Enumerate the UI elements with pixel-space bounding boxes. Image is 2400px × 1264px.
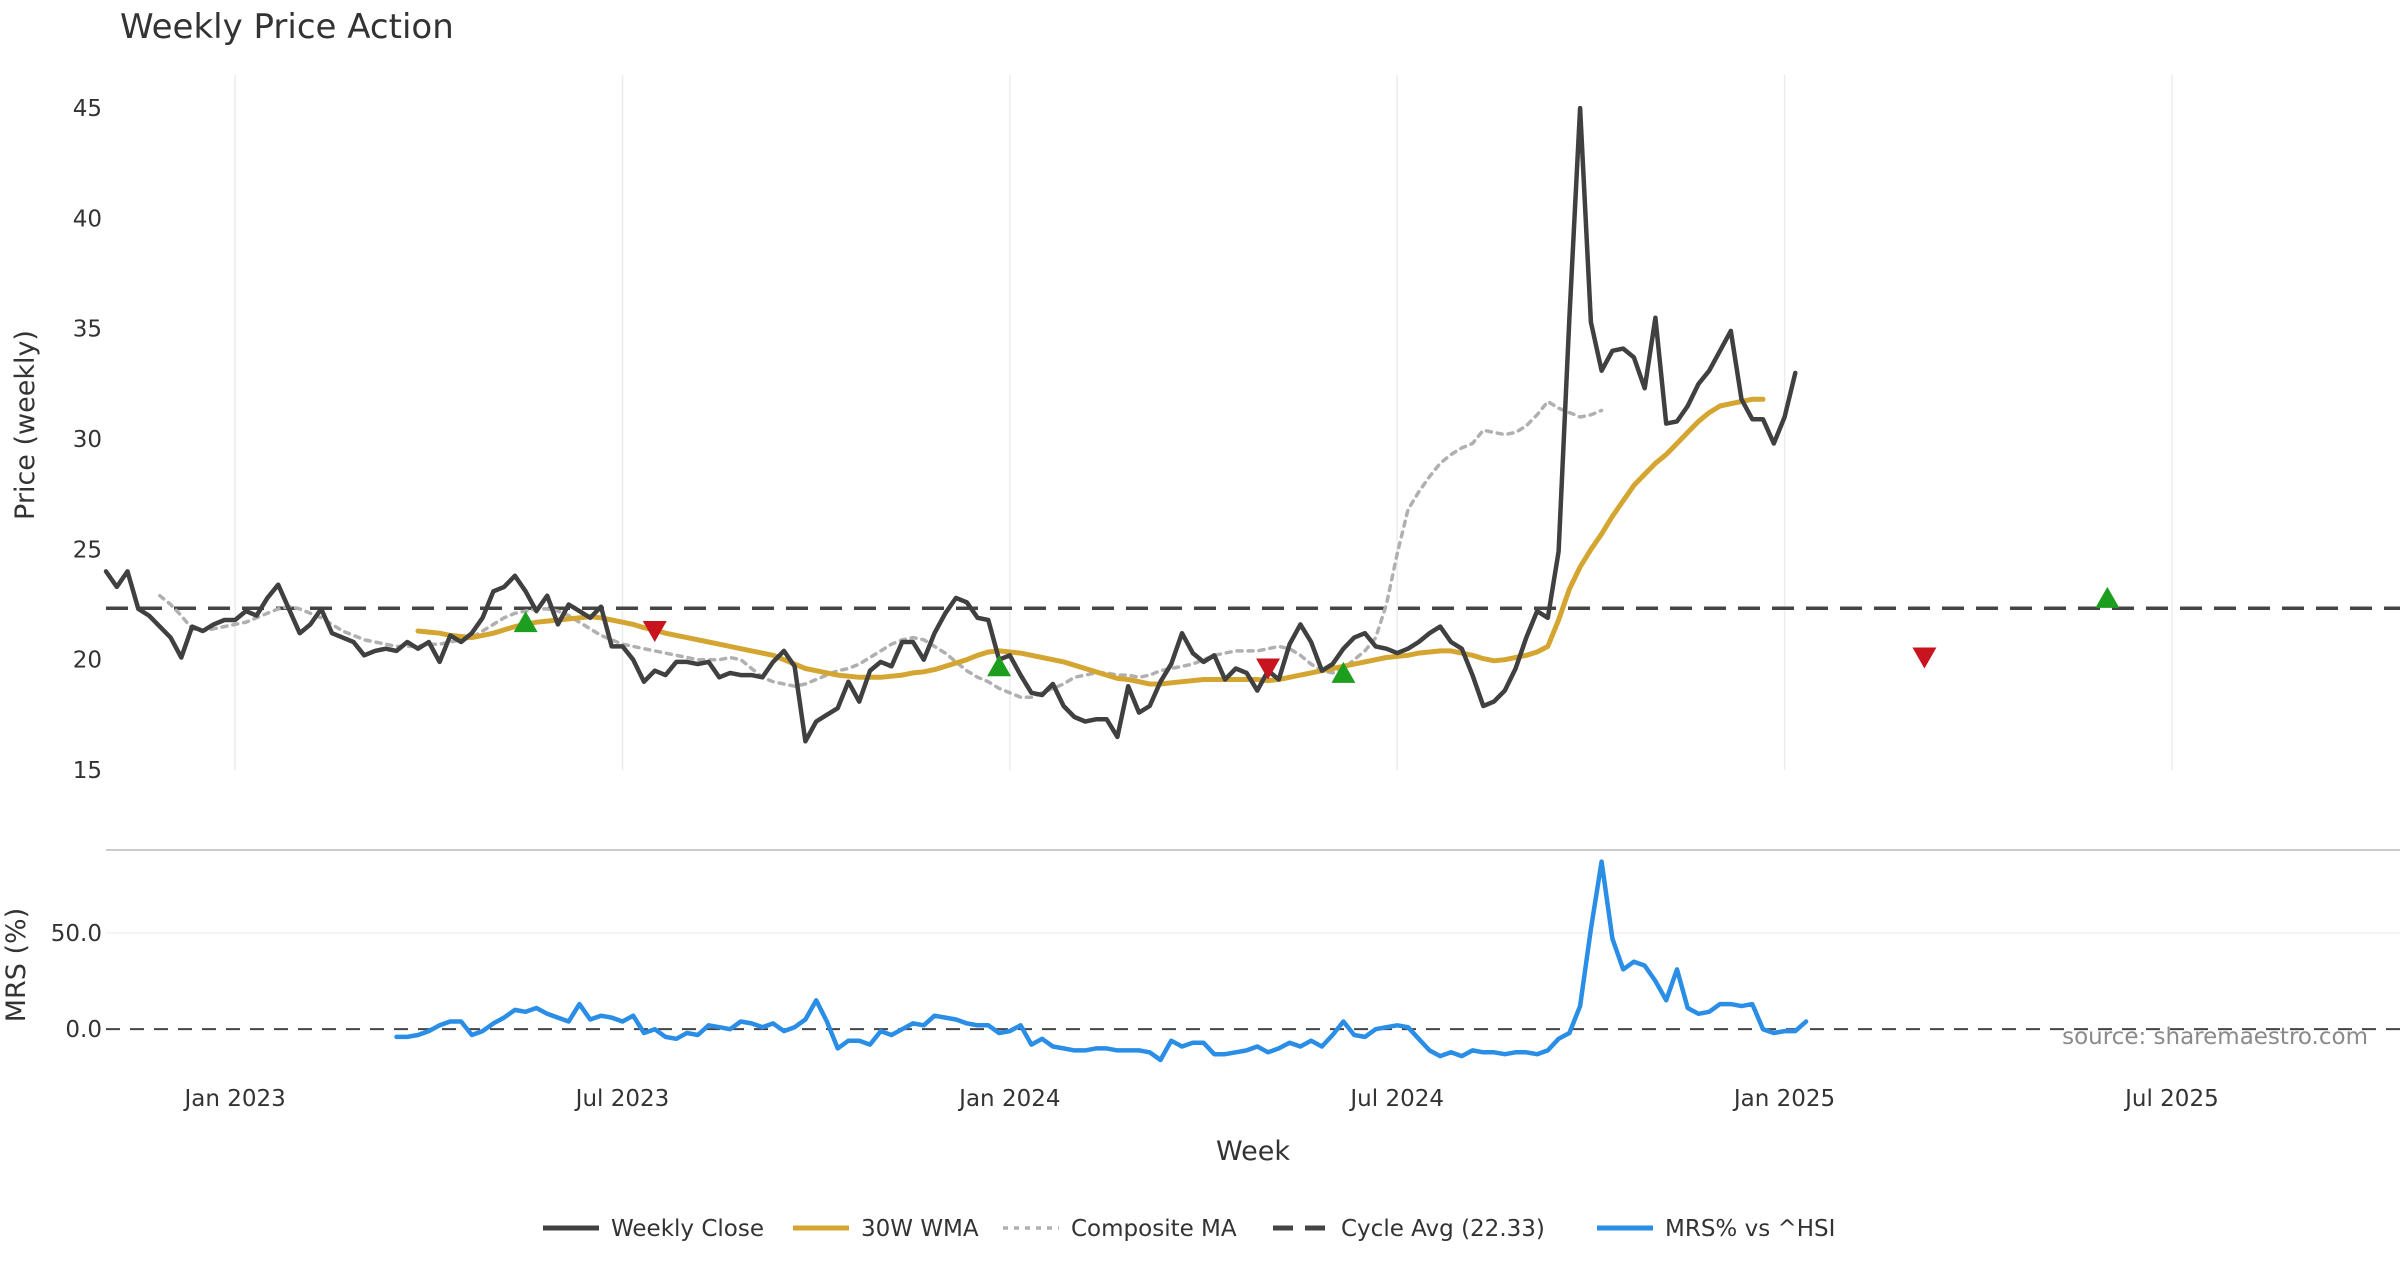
legend-label: Composite MA	[1071, 1216, 1237, 1242]
price-y-tick-label: 30	[73, 427, 102, 453]
mrs-axis-label: MRS (%)	[1, 908, 32, 1023]
x-axis-label: Week	[1216, 1136, 1290, 1167]
x-tick-label: Jan 2025	[1732, 1086, 1835, 1112]
price-y-tick-label: 15	[73, 758, 102, 784]
x-tick-label: Jul 2023	[574, 1086, 670, 1112]
price-y-tick-label: 45	[73, 96, 102, 122]
buy-signal-marker	[2095, 586, 2120, 608]
wma-30w-line	[415, 396, 1766, 687]
buy-signal-marker	[513, 611, 538, 633]
x-tick-label: Jul 2025	[2123, 1086, 2219, 1112]
price-y-tick-label: 40	[73, 206, 102, 232]
sell-signal-marker	[1256, 658, 1281, 680]
mrs-line	[394, 859, 1809, 1063]
price-y-tick-label: 25	[73, 537, 102, 563]
legend-label: MRS% vs ^HSI	[1665, 1216, 1835, 1242]
mrs-y-tick-label: 0.0	[65, 1017, 102, 1043]
marker-layer	[513, 586, 2120, 683]
price-y-tick-label: 35	[73, 317, 102, 343]
x-tick-label: Jul 2024	[1348, 1086, 1444, 1112]
chart-title: Weekly Price Action	[120, 7, 454, 47]
weekly-close-line	[103, 105, 1798, 744]
reference-layer	[106, 606, 2400, 1031]
sell-signal-marker	[1912, 647, 1937, 669]
grid-layer	[106, 75, 2400, 934]
legend-label: Weekly Close	[611, 1216, 764, 1242]
legend: Weekly Close 30W WMA Composite MA Cycle Avg…	[543, 1216, 1835, 1242]
buy-signal-marker	[987, 655, 1012, 677]
legend-label: 30W WMA	[861, 1216, 979, 1242]
x-tick-label: Jan 2023	[182, 1086, 285, 1112]
watermark: source: sharemaestro.com	[2062, 1024, 2368, 1050]
tick-layer: Jan 2023 Jul 2023 Jan 2024 Jul 2024 Jan 2025…	[51, 96, 2219, 1112]
price-y-tick-label: 20	[73, 648, 102, 674]
buy-signal-marker	[1331, 661, 1356, 683]
series-layer	[103, 105, 1809, 1063]
mrs-y-tick-label: 50.0	[51, 921, 102, 947]
price-axis-label: Price (weekly)	[10, 330, 41, 520]
legend-label: Cycle Avg (22.33)	[1341, 1216, 1545, 1242]
sell-signal-marker	[642, 621, 667, 642]
x-tick-label: Jan 2024	[957, 1086, 1060, 1112]
